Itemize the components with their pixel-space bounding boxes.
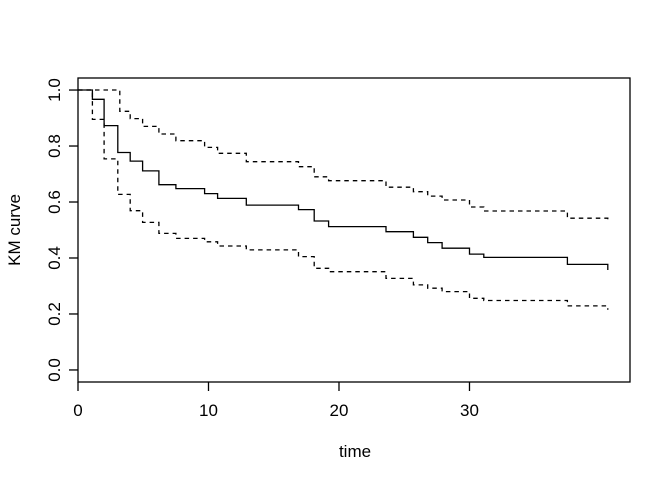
x-tick-label: 30 [460, 401, 479, 420]
y-axis-title: KM curve [5, 194, 24, 266]
x-tick-label: 10 [199, 401, 218, 420]
y-tick-label: 0.4 [45, 246, 64, 270]
y-tick-label: 0.2 [45, 302, 64, 326]
x-tick-label: 0 [73, 401, 82, 420]
plot-border [77, 77, 631, 383]
lower-ci-path [78, 89, 609, 310]
upper-ci-path [78, 89, 609, 223]
y-tick-label: 0.8 [45, 134, 64, 158]
y-tick-label: 0.0 [45, 358, 64, 382]
axes: 0 10 20 30 0.0 0.2 0.4 0.6 0.8 1.0 [45, 77, 631, 420]
curves [78, 89, 609, 310]
km-curve-path [78, 89, 609, 270]
y-tick-label: 0.6 [45, 190, 64, 214]
x-axis-title: time [339, 442, 371, 461]
y-tick-label: 1.0 [45, 78, 64, 102]
x-tick-label: 20 [330, 401, 349, 420]
